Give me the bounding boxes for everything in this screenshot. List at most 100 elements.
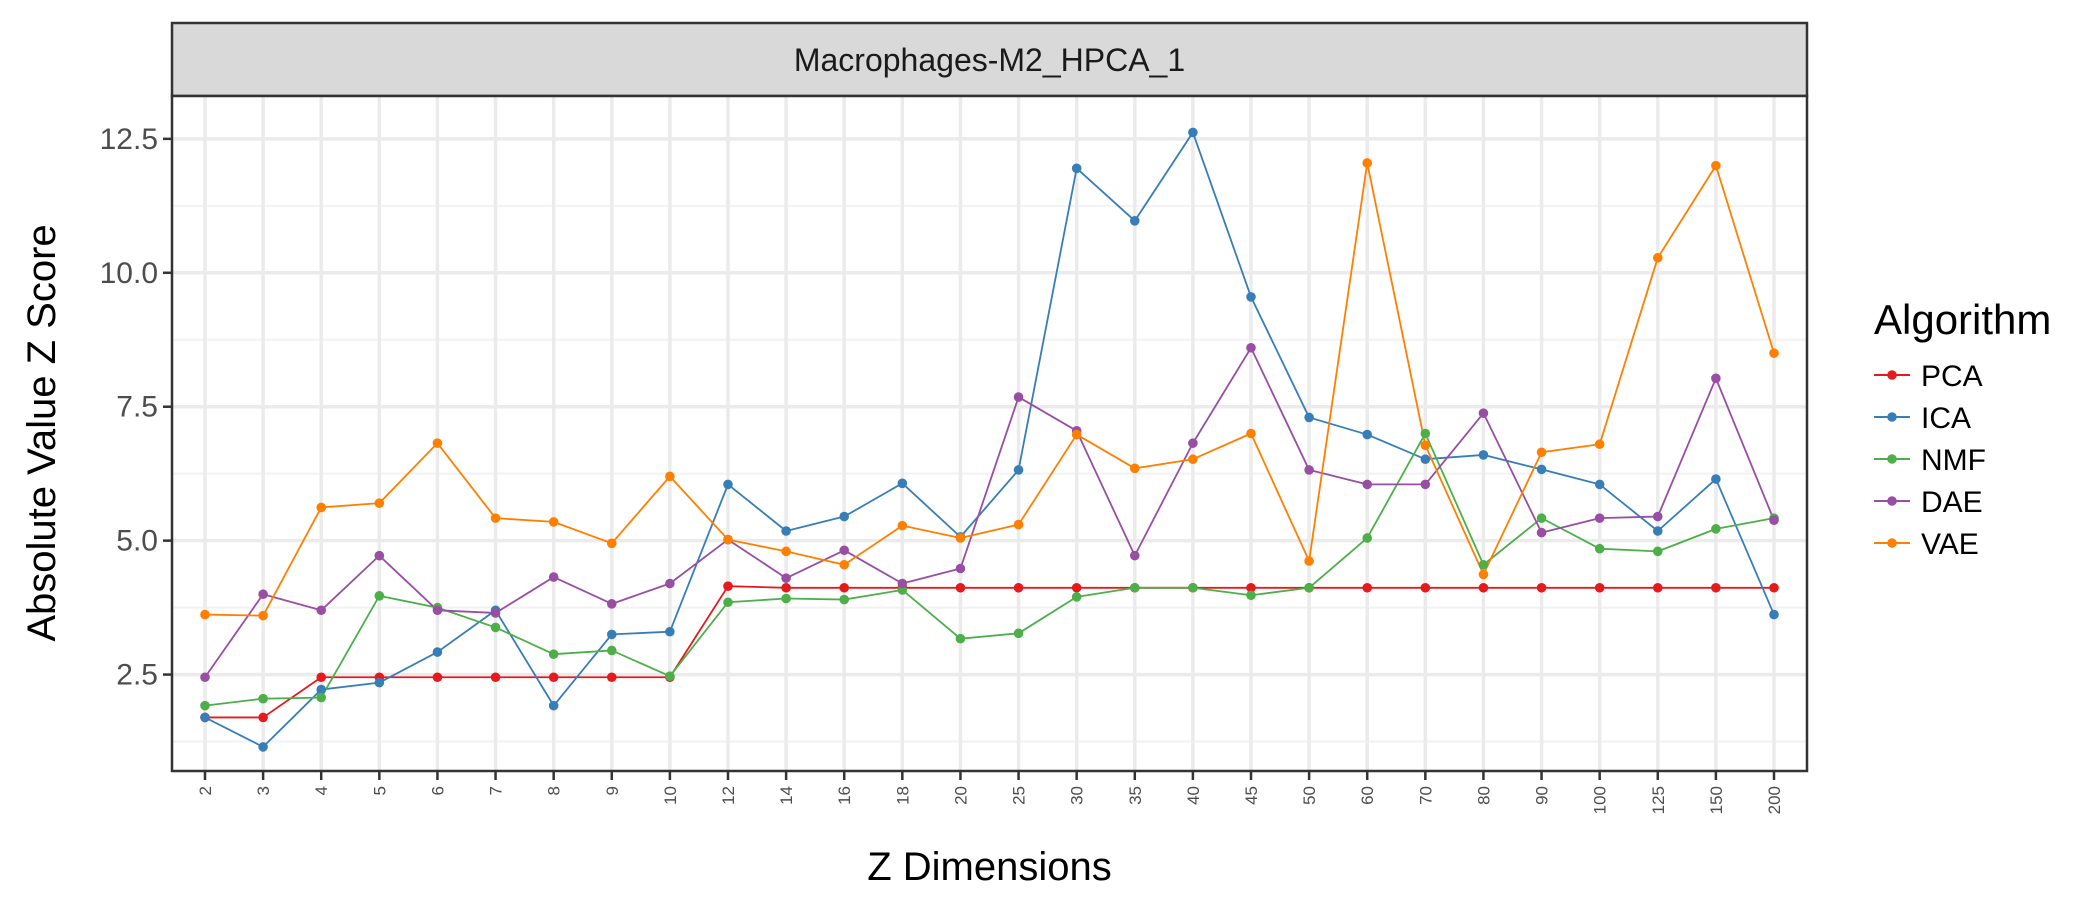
data-point-ica <box>316 684 327 695</box>
facet-title: Macrophages-M2_HPCA_1 <box>794 42 1185 78</box>
legend-item-nmf: NMF <box>1874 444 1986 477</box>
data-point-nmf <box>258 693 268 704</box>
data-point-vae <box>665 471 675 482</box>
data-point-ica <box>1129 216 1140 226</box>
data-point-vae <box>606 538 617 549</box>
data-point-nmf <box>1362 533 1373 543</box>
x-tick-label: 6 <box>428 786 447 795</box>
legend-items: PCA ICA NMF DAE VAE <box>1874 360 1986 561</box>
x-tick-label: 3 <box>254 786 273 795</box>
data-point-dae <box>316 605 327 616</box>
x-tick-label: 150 <box>1707 786 1726 814</box>
data-point-nmf <box>955 633 966 644</box>
data-point-ica <box>1594 479 1605 490</box>
data-point-ica <box>200 712 210 723</box>
data-point-ica <box>1304 412 1314 423</box>
data-point-dae <box>1013 392 1024 402</box>
x-tick-label: 12 <box>719 786 738 805</box>
x-tick-label: 25 <box>1010 786 1029 805</box>
x-tick-label: 40 <box>1184 786 1203 805</box>
x-tick-label: 7 <box>487 786 506 795</box>
data-point-vae <box>1304 556 1314 566</box>
data-point-nmf <box>665 671 675 681</box>
data-point-pca <box>1652 582 1663 593</box>
x-tick-label: 125 <box>1649 786 1668 814</box>
data-point-dae <box>548 572 559 582</box>
data-point-ica <box>1071 163 1082 174</box>
series-line-dae <box>204 346 1775 678</box>
legend-key-point <box>1887 454 1897 464</box>
data-point-pca <box>955 582 966 593</box>
x-tick-label: 45 <box>1242 786 1261 805</box>
x-tick-label: 80 <box>1474 786 1493 805</box>
data-point-nmf <box>1594 543 1605 554</box>
x-axis-title: Z Dimensions <box>867 845 1112 889</box>
legend-label: ICA <box>1921 402 1971 435</box>
y-tick-label: 10.0 <box>100 257 158 290</box>
data-point-nmf <box>1304 582 1314 593</box>
x-tick-label: 60 <box>1358 786 1377 805</box>
data-point-ica <box>1478 450 1489 460</box>
data-point-dae <box>1188 438 1198 448</box>
data-point-nmf <box>1188 582 1198 593</box>
legend-item-ica: ICA <box>1874 402 1971 435</box>
data-point-ica <box>374 677 385 688</box>
data-point-dae <box>1536 527 1547 538</box>
legend-key-point <box>1887 412 1897 422</box>
data-point-dae <box>1652 511 1663 522</box>
data-point-ica <box>1711 474 1721 484</box>
data-point-nmf <box>1536 513 1547 523</box>
data-point-ica <box>781 526 791 536</box>
data-point-pca <box>1420 582 1431 593</box>
data-point-dae <box>1769 515 1779 526</box>
data-point-vae <box>316 502 327 513</box>
x-tick-label: 9 <box>603 786 622 795</box>
data-point-vae <box>1188 454 1198 465</box>
data-point-dae <box>1478 408 1489 418</box>
data-point-ica <box>897 478 908 489</box>
legend-key-point <box>1887 538 1897 548</box>
data-point-ica <box>1536 464 1547 475</box>
data-point-dae <box>1362 479 1373 490</box>
x-tick-label: 16 <box>835 786 854 805</box>
y-axis-ticks: 2.5 5.0 7.5 10.0 12.5 <box>100 123 172 692</box>
data-point-vae <box>723 534 733 545</box>
data-point-nmf <box>781 593 791 604</box>
data-point-dae <box>781 573 791 583</box>
data-point-vae <box>1420 440 1431 451</box>
grid-minor <box>172 204 1807 743</box>
data-point-pca <box>1013 582 1024 593</box>
data-point-dae <box>897 578 908 589</box>
data-point-dae <box>1594 513 1605 523</box>
data-point-ica <box>258 742 268 752</box>
legend-label: NMF <box>1921 444 1986 477</box>
data-point-nmf <box>374 591 385 601</box>
series-line-pca <box>205 585 1774 719</box>
data-point-pca <box>490 672 501 683</box>
data-point-ica <box>548 700 559 711</box>
facet-strip: Macrophages-M2_HPCA_1 <box>170 21 1809 98</box>
x-tick-label: 8 <box>545 786 564 795</box>
y-axis-title: Absolute Value Z Score <box>20 224 64 641</box>
data-point-vae <box>1129 463 1140 474</box>
data-point-vae <box>490 513 501 523</box>
series-line-vae <box>204 162 1775 617</box>
data-point-vae <box>839 559 850 570</box>
y-tick-label: 5.0 <box>116 525 158 558</box>
data-point-pca <box>1478 582 1489 593</box>
data-point-vae <box>1769 348 1779 358</box>
data-point-nmf <box>1013 628 1024 639</box>
legend-item-vae: VAE <box>1874 528 1979 561</box>
data-point-pca <box>258 712 268 723</box>
data-point-vae <box>897 520 908 531</box>
legend-title: Algorithm <box>1874 296 2051 343</box>
data-point-vae <box>1071 429 1082 440</box>
x-tick-label: 18 <box>893 786 912 805</box>
data-point-pca <box>1362 582 1373 593</box>
data-point-ica <box>1420 454 1431 465</box>
data-point-pca <box>1711 582 1721 593</box>
data-point-pca <box>1246 582 1256 593</box>
data-point-vae <box>1246 428 1256 439</box>
data-point-pca <box>723 581 733 591</box>
data-point-pca <box>316 672 327 683</box>
